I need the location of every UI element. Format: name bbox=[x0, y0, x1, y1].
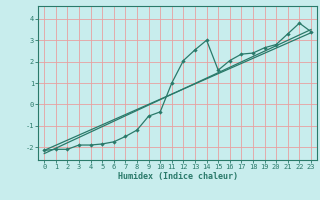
X-axis label: Humidex (Indice chaleur): Humidex (Indice chaleur) bbox=[118, 172, 238, 181]
